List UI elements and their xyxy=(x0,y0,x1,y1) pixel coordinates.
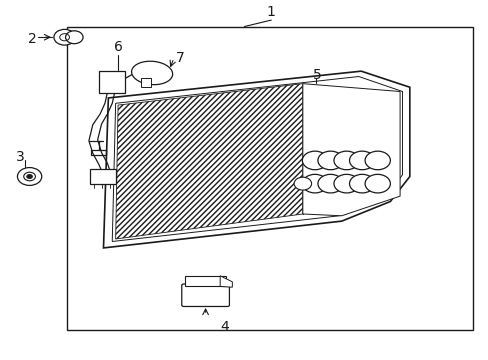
Circle shape xyxy=(65,31,83,44)
Bar xyxy=(141,78,151,87)
Polygon shape xyxy=(220,276,232,287)
Circle shape xyxy=(27,174,32,179)
Circle shape xyxy=(24,172,35,181)
Text: 7: 7 xyxy=(175,51,184,65)
Bar xyxy=(99,71,125,93)
Text: 2: 2 xyxy=(28,32,36,46)
Text: 6: 6 xyxy=(113,40,122,54)
Text: 5: 5 xyxy=(312,68,321,82)
Circle shape xyxy=(349,151,374,170)
Text: 1: 1 xyxy=(266,5,275,19)
Circle shape xyxy=(302,174,327,193)
Circle shape xyxy=(365,151,389,170)
Bar xyxy=(90,168,116,184)
Circle shape xyxy=(333,151,359,170)
Circle shape xyxy=(293,177,311,190)
FancyBboxPatch shape xyxy=(182,284,229,306)
Circle shape xyxy=(317,151,343,170)
Circle shape xyxy=(317,174,343,193)
Bar xyxy=(185,276,225,287)
Circle shape xyxy=(54,30,75,45)
Polygon shape xyxy=(302,84,399,216)
Circle shape xyxy=(302,151,327,170)
Circle shape xyxy=(349,174,374,193)
Polygon shape xyxy=(103,71,409,248)
Ellipse shape xyxy=(131,61,172,85)
Polygon shape xyxy=(112,77,402,242)
Polygon shape xyxy=(116,84,302,239)
Text: 3: 3 xyxy=(16,150,25,164)
Text: 4: 4 xyxy=(220,320,229,334)
Circle shape xyxy=(18,167,41,185)
Circle shape xyxy=(365,174,389,193)
Circle shape xyxy=(333,174,359,193)
Bar xyxy=(67,27,472,330)
Polygon shape xyxy=(116,84,302,239)
